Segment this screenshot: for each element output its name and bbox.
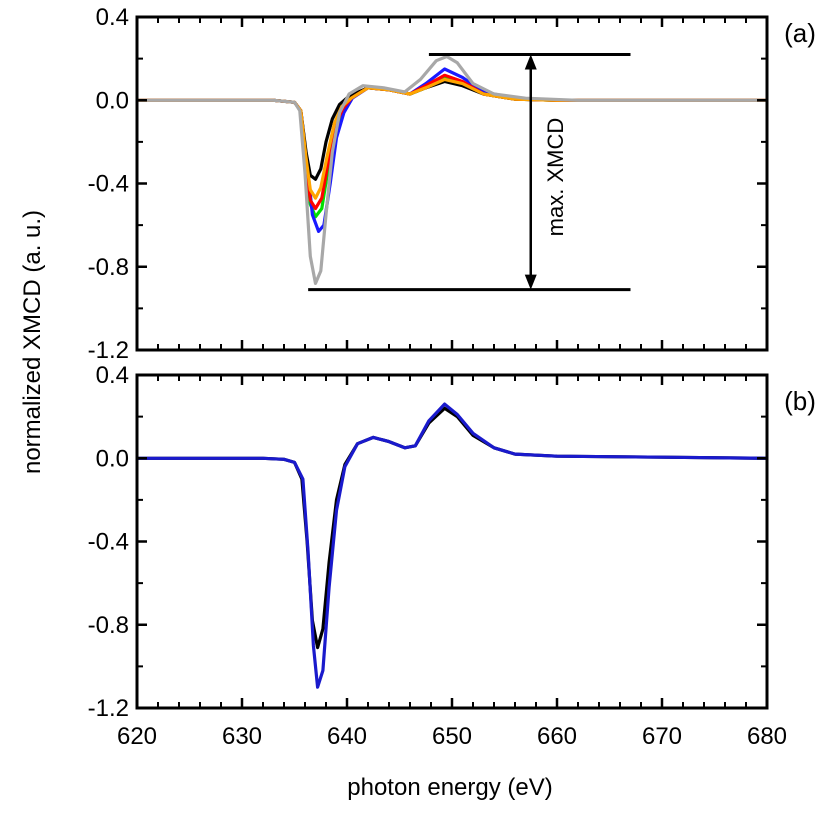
y-tick-label: 0.4 xyxy=(96,362,129,389)
x-tick-label: 660 xyxy=(537,723,577,750)
x-tick-label: 620 xyxy=(117,723,157,750)
y-tick-label: -1.2 xyxy=(88,337,129,364)
series-line-5 xyxy=(137,77,767,200)
series-line-3 xyxy=(137,79,767,181)
series-line-6 xyxy=(137,54,767,285)
series-line-2 xyxy=(137,67,767,233)
max-arrow-head-up xyxy=(524,54,537,70)
series-line-1 xyxy=(137,75,767,219)
plot-frame xyxy=(135,15,769,352)
y-tick-label: 0.0 xyxy=(96,445,129,472)
x-tick-label: 650 xyxy=(432,723,472,750)
y-axis-title: normalized XMCD (a. u.) xyxy=(19,210,46,474)
panel-label: (a) xyxy=(784,18,816,48)
x-tick-label: 630 xyxy=(222,723,262,750)
y-tick-label: -0.4 xyxy=(88,529,129,556)
y-tick-label: -0.4 xyxy=(88,171,129,198)
series-line-1 xyxy=(137,406,767,650)
max-arrow-head-down xyxy=(524,274,537,290)
series-line-2 xyxy=(137,402,767,689)
series-line-4 xyxy=(137,73,767,211)
max-xmcd-label: max. XMCD xyxy=(543,118,568,237)
x-axis-title: photon energy (eV) xyxy=(347,774,552,801)
y-tick-label: 0.0 xyxy=(96,87,129,114)
y-tick-label: -1.2 xyxy=(88,695,129,722)
y-tick-label: -0.8 xyxy=(88,254,129,281)
x-tick-label: 670 xyxy=(642,723,682,750)
y-tick-label: -0.8 xyxy=(88,612,129,639)
x-tick-label: 680 xyxy=(747,723,787,750)
y-tick-label: 0.4 xyxy=(96,4,129,31)
panel-a: 0.4 0.0 -0.4 -0.8 -1.2 (a) max. XMCD xyxy=(88,4,816,364)
panel-label: (b) xyxy=(784,386,816,416)
plot-frame xyxy=(135,373,769,710)
x-tick-label: 640 xyxy=(327,723,367,750)
